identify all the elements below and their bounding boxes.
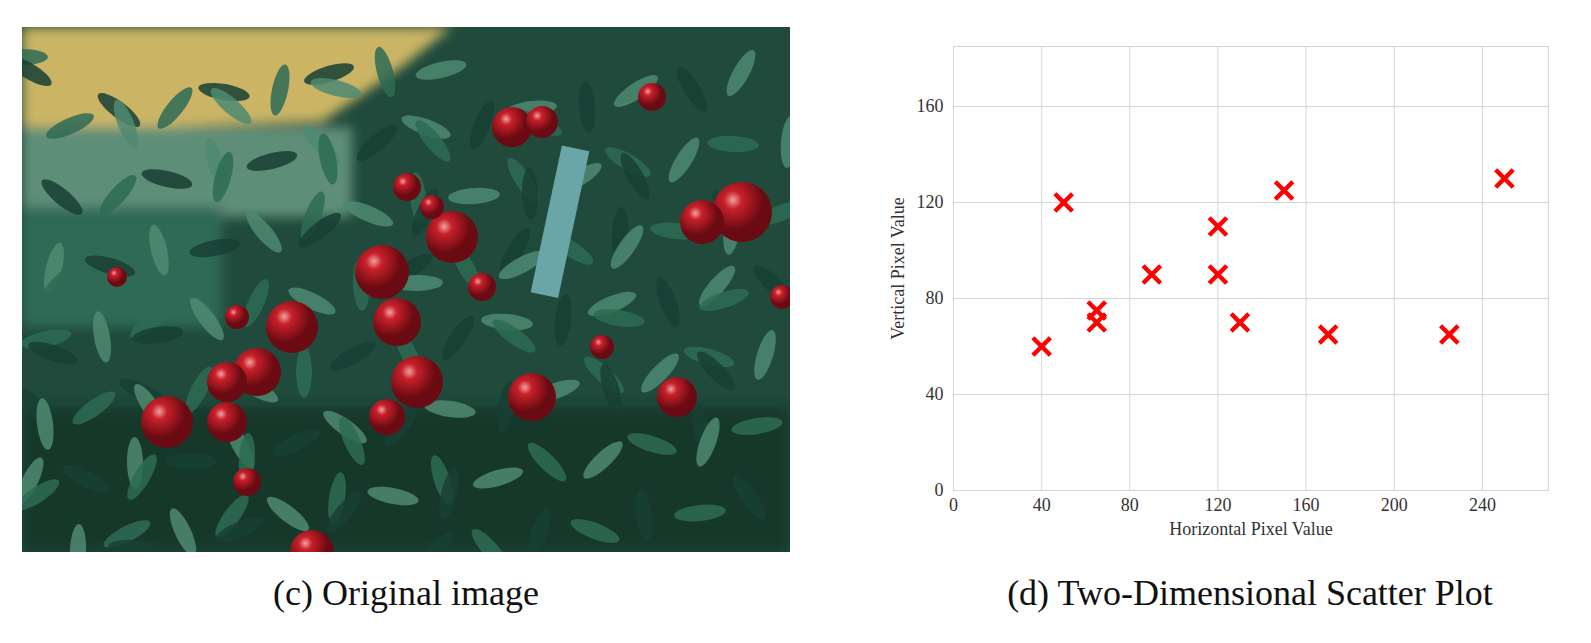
svg-text:200: 200	[1381, 495, 1408, 515]
svg-text:120: 120	[917, 192, 944, 212]
svg-text:80: 80	[926, 288, 944, 308]
svg-text:0: 0	[949, 495, 958, 515]
html-text:(d) Two-Dimensional Scatter Pl: (d) Two-Dimensional Scatter Plot	[1007, 573, 1493, 613]
svg-text:40: 40	[1033, 495, 1051, 515]
svg-text:Horizontal Pixel Value: Horizontal Pixel Value	[1169, 519, 1333, 539]
svg-text:160: 160	[917, 96, 944, 116]
html-text:(c) Original image: (c) Original image	[273, 573, 539, 613]
svg-text:0: 0	[935, 480, 944, 500]
svg-text:120: 120	[1204, 495, 1231, 515]
svg-text:240: 240	[1469, 495, 1496, 515]
svg-text:80: 80	[1121, 495, 1139, 515]
svg-text:160: 160	[1293, 495, 1320, 515]
svg-text:40: 40	[926, 384, 944, 404]
svg-text:Vertical Pixel Value: Vertical Pixel Value	[888, 197, 908, 340]
